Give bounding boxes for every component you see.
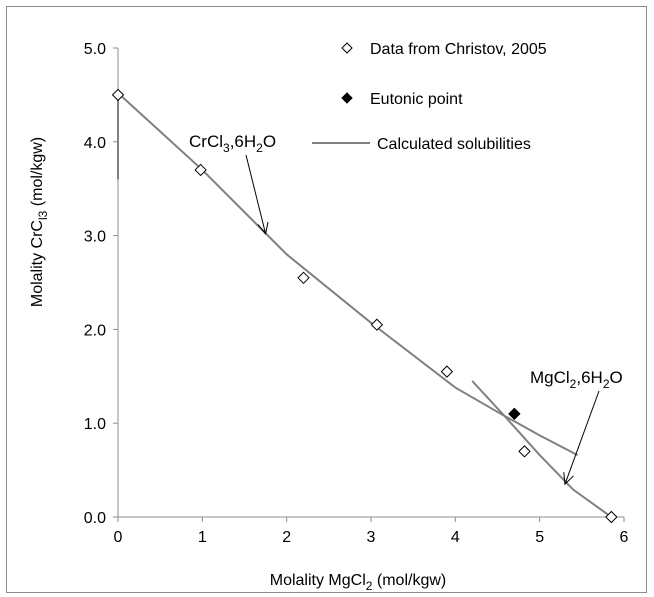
christov-data-point bbox=[518, 445, 531, 458]
y-tick-label: 2.0 bbox=[84, 322, 106, 339]
y-tick-label: 3.0 bbox=[84, 229, 106, 246]
annotation-mgcl2-label: MgCl2,6H2O bbox=[530, 368, 623, 391]
axes: 0 1 2 3 4 5 6 0.0 1.0 2.0 3.0 4.0 5.0 bbox=[84, 41, 629, 546]
eutonic-point bbox=[508, 407, 521, 421]
x-tick-label: 1 bbox=[198, 529, 207, 546]
y-ticks: 0.0 1.0 2.0 3.0 4.0 5.0 bbox=[84, 41, 118, 527]
x-tick-label: 5 bbox=[535, 529, 544, 546]
legend-filled-diamond-icon bbox=[341, 92, 353, 104]
chart-svg: 0 1 2 3 4 5 6 0.0 1.0 2.0 3.0 4.0 5.0 CrCl3,6H2O Mg… bbox=[29, 41, 629, 593]
christov-data-point bbox=[370, 318, 384, 331]
x-tick-label: 0 bbox=[114, 529, 123, 546]
annotation-crcl3-label: CrCl3,6H2O bbox=[189, 132, 276, 155]
legend-open-diamond-icon bbox=[341, 42, 353, 54]
legend-label-data: Data from Christov, 2005 bbox=[370, 41, 547, 58]
annotation-arrows bbox=[245, 154, 600, 486]
y-axis-title: Molality CrCl3 (mol/kgw) bbox=[29, 137, 50, 307]
christov-data-point bbox=[605, 510, 618, 524]
calculated-line-2 bbox=[471, 380, 612, 518]
calculated-line-1 bbox=[117, 92, 579, 456]
annotation-arrow-0 bbox=[245, 154, 267, 234]
x-tick-label: 2 bbox=[282, 529, 291, 546]
y-tick-label: 4.0 bbox=[84, 135, 106, 152]
x-ticks: 0 1 2 3 4 5 6 bbox=[114, 517, 629, 546]
chart-frame: 0 1 2 3 4 5 6 0.0 1.0 2.0 3.0 4.0 5.0 CrCl3,6H2O Mg… bbox=[6, 6, 647, 593]
y-tick-label: 5.0 bbox=[84, 41, 106, 58]
data-points bbox=[111, 88, 618, 524]
legend-label-calculated: Calculated solubilities bbox=[377, 136, 531, 153]
legend-label-eutonic: Eutonic point bbox=[370, 91, 463, 108]
christov-data-point bbox=[111, 88, 125, 102]
x-axis-title: Molality MgCl2 (mol/kgw) bbox=[270, 572, 446, 593]
christov-data-point bbox=[194, 163, 207, 177]
y-tick-label: 0.0 bbox=[84, 510, 106, 527]
legend: Data from Christov, 2005 Eutonic point C… bbox=[312, 41, 547, 153]
christov-data-point bbox=[297, 271, 310, 285]
y-tick-label: 1.0 bbox=[84, 416, 106, 433]
x-tick-label: 4 bbox=[451, 529, 460, 546]
annotation-arrow-1 bbox=[564, 390, 600, 485]
christov-data-point bbox=[440, 365, 454, 378]
annotation-arrowhead-1 bbox=[563, 472, 574, 486]
x-tick-label: 6 bbox=[620, 529, 629, 546]
x-tick-label: 3 bbox=[367, 529, 376, 546]
calculated-solubility-lines bbox=[117, 90, 612, 518]
annotation-arrowhead-0 bbox=[257, 221, 269, 235]
